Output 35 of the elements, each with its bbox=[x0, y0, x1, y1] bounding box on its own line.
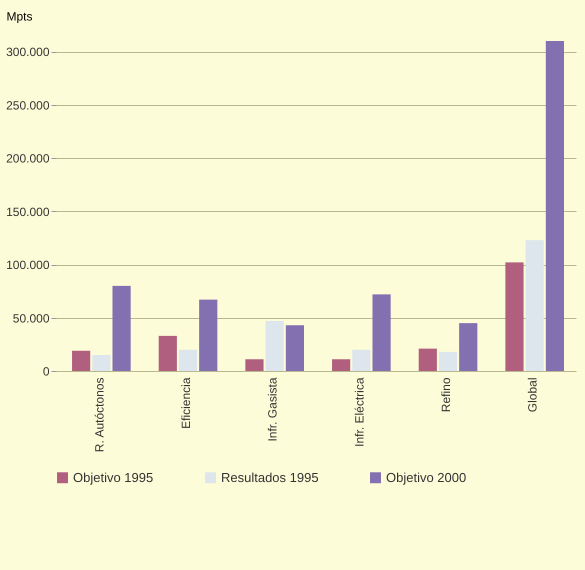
y-tick-label: 100.000 bbox=[6, 258, 50, 272]
x-tick-label: Global bbox=[526, 378, 540, 412]
x-tick-label: Refino bbox=[439, 377, 453, 412]
bar bbox=[92, 355, 110, 371]
bar bbox=[418, 348, 437, 371]
bar bbox=[199, 300, 218, 371]
bar bbox=[72, 350, 90, 371]
bar bbox=[438, 352, 458, 371]
bar bbox=[332, 359, 350, 371]
bar bbox=[112, 286, 131, 371]
bar bbox=[372, 294, 391, 371]
x-tick-label: Infr. Gasista bbox=[266, 377, 280, 442]
y-tick-label: 150.000 bbox=[6, 204, 50, 219]
bar bbox=[505, 262, 524, 371]
y-axis-title: Mpts bbox=[6, 10, 33, 24]
bar bbox=[459, 323, 478, 371]
legend-label: Objetivo 2000 bbox=[386, 470, 466, 485]
y-tick-label: 300.000 bbox=[6, 45, 50, 60]
legend-label: Objetivo 1995 bbox=[73, 470, 154, 485]
y-tick-label: 0 bbox=[42, 364, 50, 378]
y-tick-label: 250.000 bbox=[6, 98, 50, 112]
x-tick-label: Eficiencia bbox=[179, 377, 193, 429]
bar bbox=[546, 41, 564, 371]
x-tick-label: Infr. Eléctrica bbox=[352, 377, 366, 447]
bar bbox=[158, 336, 177, 371]
bar bbox=[286, 325, 304, 371]
bar bbox=[266, 320, 284, 371]
bar bbox=[245, 359, 264, 371]
x-tick-label: R. Autóctonos bbox=[92, 378, 106, 452]
y-tick-label: 200.000 bbox=[6, 152, 50, 166]
bar bbox=[178, 350, 198, 371]
bar bbox=[526, 240, 544, 371]
legend-label: Resultados 1995 bbox=[221, 470, 319, 485]
bar bbox=[352, 350, 370, 371]
y-tick-label: 50.000 bbox=[12, 311, 50, 326]
